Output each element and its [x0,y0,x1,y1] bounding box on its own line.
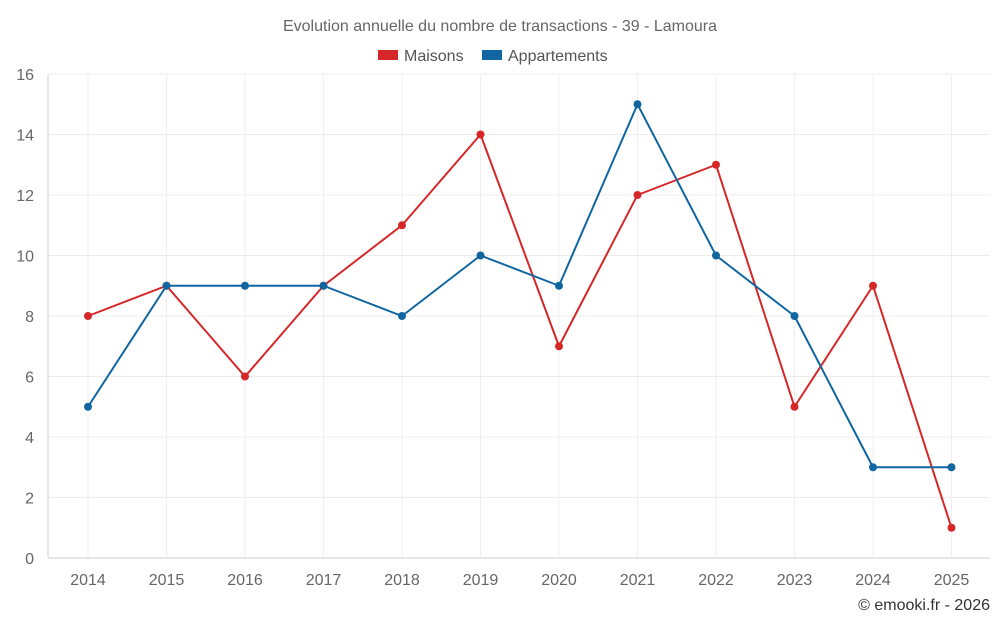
data-point-appartements[interactable] [398,312,406,320]
legend-label-maisons: Maisons [404,48,464,65]
data-point-appartements[interactable] [84,402,92,411]
x-tick-label: 2016 [227,572,263,589]
series-layer [84,100,956,532]
data-point-maisons[interactable] [947,523,956,532]
x-tick-label: 2018 [384,572,420,589]
legend-swatch-maisons [378,50,398,60]
y-tick-label: 12 [16,188,34,205]
data-point-appartements[interactable] [555,281,563,290]
data-point-maisons[interactable] [712,160,720,169]
x-tick-label: 2025 [934,572,970,589]
series-line-maisons[interactable] [87,133,953,529]
data-point-maisons[interactable] [869,281,877,290]
data-point-appartements[interactable] [162,281,171,290]
x-tick-label: 2024 [855,572,891,589]
y-tick-label: 0 [25,551,34,568]
data-point-appartements[interactable] [869,463,877,472]
x-tick-label: 2023 [777,572,813,589]
data-point-maisons[interactable] [398,221,406,230]
legend: Maisons Appartements [378,48,608,65]
x-tick-label: 2014 [70,572,106,589]
data-point-maisons[interactable] [476,130,485,139]
data-point-maisons[interactable] [241,372,249,381]
x-tick-label: 2021 [620,572,656,589]
series-appartements [84,100,956,472]
y-tick-label: 6 [25,370,34,387]
y-tick-label: 2 [25,491,34,508]
legend-item-appartements[interactable]: Appartements [482,48,608,65]
x-axis: 2014 2015 2016 2017 2018 2019 2020 2021 2022 2023… [48,557,990,589]
data-point-maisons[interactable] [633,191,642,199]
data-point-appartements[interactable] [947,463,956,472]
data-point-appartements[interactable] [712,251,720,260]
x-tick-label: 2015 [149,572,185,589]
x-tick-label: 2022 [698,572,734,589]
y-tick-label: 8 [25,309,34,326]
y-tick-label: 14 [16,128,34,145]
data-point-maisons[interactable] [555,342,563,351]
x-tick-label: 2020 [541,572,577,589]
y-tick-label: 16 [16,67,34,84]
data-point-maisons[interactable] [790,402,799,411]
legend-item-maisons[interactable]: Maisons [378,48,464,65]
data-point-appartements[interactable] [633,100,642,109]
y-tick-label: 4 [25,430,34,447]
y-axis: 0 2 4 6 8 10 12 14 16 [16,67,49,568]
legend-swatch-appartements [482,50,502,60]
y-tick-label: 10 [16,249,34,266]
x-tick-label: 2019 [463,572,499,589]
data-point-appartements[interactable] [319,281,328,290]
chart-grid [48,73,990,559]
data-point-appartements[interactable] [241,281,249,290]
chart-title: Evolution annuelle du nombre de transact… [283,18,717,35]
series-maisons [84,130,956,532]
data-point-appartements[interactable] [790,312,799,320]
legend-label-appartements: Appartements [508,48,608,65]
credit-text: © emooki.fr - 2026 [858,597,990,614]
data-point-maisons[interactable] [84,312,92,320]
x-tick-label: 2017 [306,572,342,589]
data-point-appartements[interactable] [476,251,485,260]
series-line-appartements[interactable] [87,103,953,469]
